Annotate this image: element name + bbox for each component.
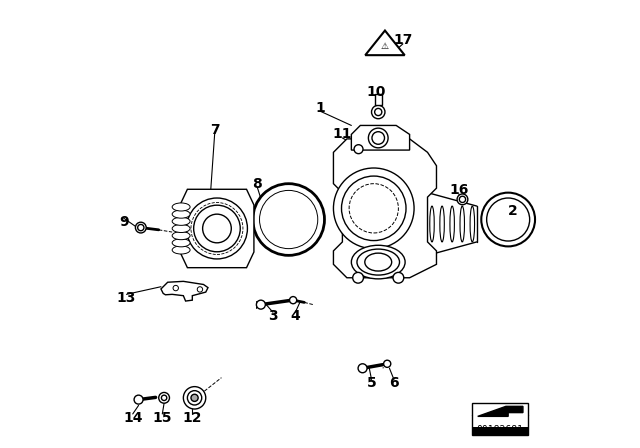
Circle shape bbox=[260, 190, 317, 249]
Ellipse shape bbox=[365, 253, 392, 271]
Circle shape bbox=[203, 214, 231, 243]
Ellipse shape bbox=[351, 246, 405, 279]
Circle shape bbox=[186, 198, 248, 259]
Circle shape bbox=[383, 360, 391, 367]
Polygon shape bbox=[180, 189, 254, 268]
Circle shape bbox=[460, 196, 466, 202]
Ellipse shape bbox=[172, 239, 190, 247]
Ellipse shape bbox=[357, 249, 399, 275]
Circle shape bbox=[161, 395, 167, 401]
Circle shape bbox=[194, 205, 240, 252]
Circle shape bbox=[333, 168, 414, 249]
Circle shape bbox=[486, 198, 530, 241]
Polygon shape bbox=[365, 30, 404, 55]
Text: 2: 2 bbox=[508, 203, 518, 218]
Text: 15: 15 bbox=[152, 410, 172, 425]
Bar bbox=[374, 94, 382, 105]
Text: ⚠: ⚠ bbox=[381, 42, 389, 51]
Circle shape bbox=[372, 132, 385, 144]
Circle shape bbox=[342, 176, 406, 241]
Text: 9: 9 bbox=[119, 215, 129, 229]
Ellipse shape bbox=[172, 224, 190, 233]
Text: 1: 1 bbox=[315, 100, 325, 115]
Circle shape bbox=[369, 128, 388, 148]
Text: 16: 16 bbox=[449, 183, 468, 198]
Ellipse shape bbox=[172, 246, 190, 254]
Text: 3: 3 bbox=[268, 309, 278, 323]
Circle shape bbox=[393, 272, 404, 283]
Ellipse shape bbox=[470, 206, 475, 242]
Polygon shape bbox=[477, 406, 523, 416]
Circle shape bbox=[353, 272, 364, 283]
Text: 00182681: 00182681 bbox=[477, 425, 524, 435]
Text: 12: 12 bbox=[182, 410, 202, 425]
Circle shape bbox=[358, 364, 367, 373]
Circle shape bbox=[134, 395, 143, 404]
Ellipse shape bbox=[172, 217, 190, 225]
Circle shape bbox=[159, 392, 170, 403]
Circle shape bbox=[197, 287, 203, 292]
Circle shape bbox=[289, 297, 297, 304]
Circle shape bbox=[457, 194, 468, 205]
Ellipse shape bbox=[172, 210, 190, 218]
Circle shape bbox=[253, 184, 324, 255]
Circle shape bbox=[354, 145, 363, 154]
Bar bbox=[472, 426, 528, 435]
Polygon shape bbox=[351, 125, 410, 150]
Circle shape bbox=[188, 391, 202, 405]
Circle shape bbox=[374, 108, 382, 116]
Circle shape bbox=[371, 105, 385, 119]
Ellipse shape bbox=[172, 203, 190, 211]
Text: 7: 7 bbox=[210, 123, 220, 137]
Text: 13: 13 bbox=[116, 291, 136, 305]
Text: 10: 10 bbox=[366, 85, 386, 99]
Ellipse shape bbox=[172, 232, 190, 240]
Text: 14: 14 bbox=[123, 410, 143, 425]
Ellipse shape bbox=[460, 206, 465, 242]
Circle shape bbox=[184, 387, 206, 409]
Ellipse shape bbox=[430, 206, 435, 242]
Polygon shape bbox=[161, 281, 208, 301]
Text: 5: 5 bbox=[367, 376, 376, 390]
Circle shape bbox=[136, 222, 146, 233]
Circle shape bbox=[257, 300, 266, 309]
Polygon shape bbox=[333, 139, 436, 278]
Text: 6: 6 bbox=[389, 376, 399, 390]
Circle shape bbox=[173, 285, 179, 291]
Text: 17: 17 bbox=[393, 33, 413, 47]
Ellipse shape bbox=[440, 206, 444, 242]
Text: 8: 8 bbox=[252, 177, 262, 191]
Circle shape bbox=[481, 193, 535, 246]
Text: 4: 4 bbox=[291, 309, 300, 323]
Bar bbox=[472, 403, 528, 435]
Text: 11: 11 bbox=[333, 127, 352, 142]
Ellipse shape bbox=[450, 206, 454, 242]
Circle shape bbox=[138, 224, 144, 231]
Circle shape bbox=[191, 394, 198, 401]
